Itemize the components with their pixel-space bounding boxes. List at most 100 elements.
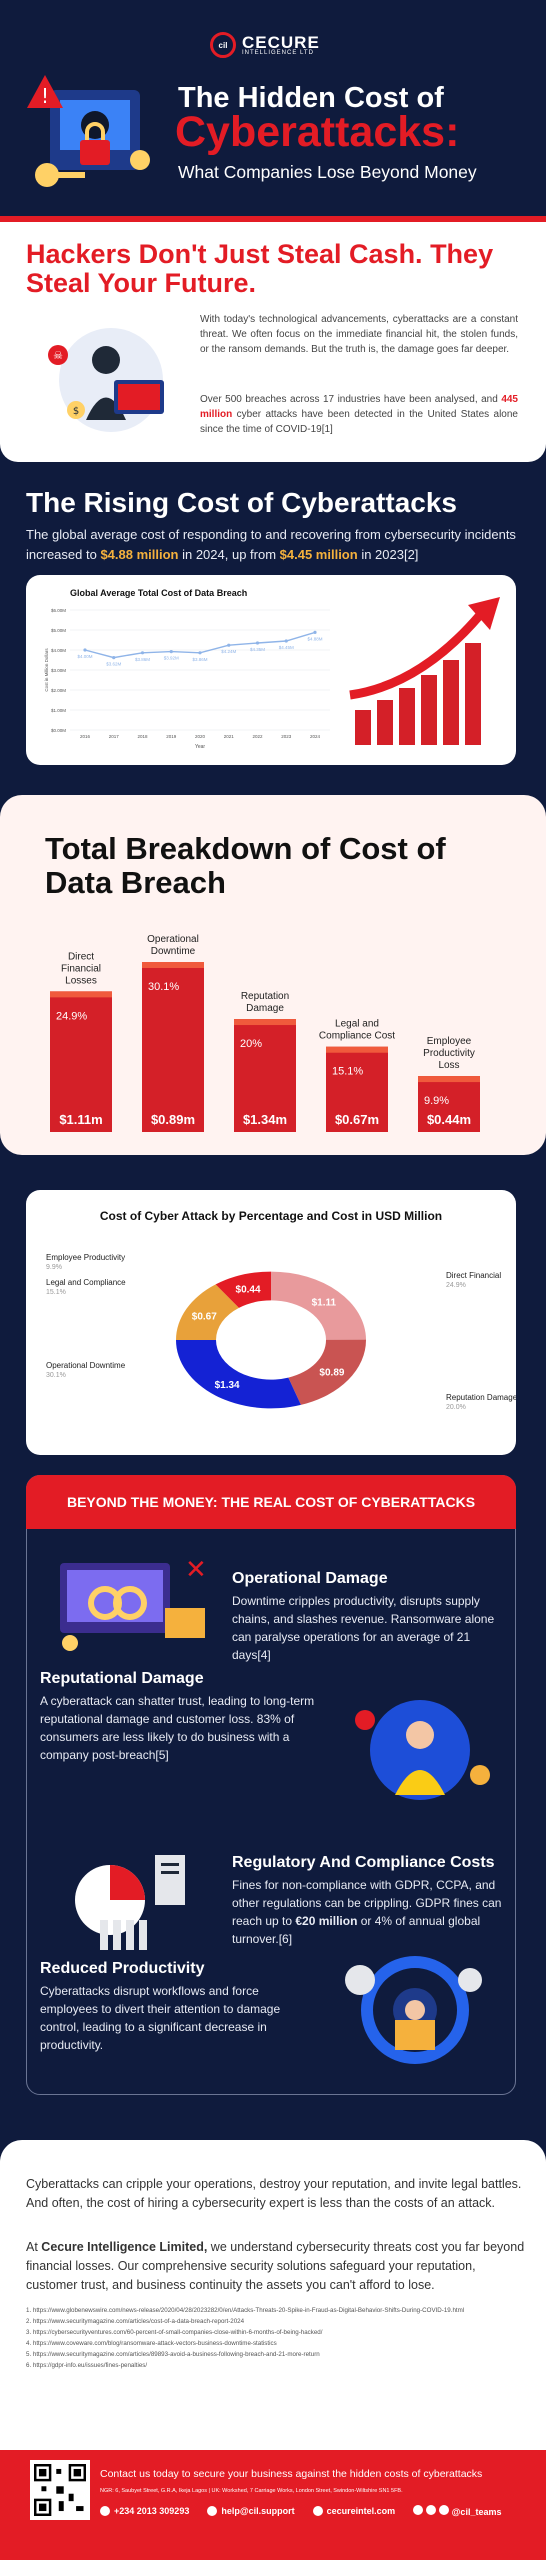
- reduced-productivity-text: Cyberattacks disrupt workflows and force…: [40, 1984, 281, 2052]
- x-tick-label: 2016: [80, 734, 91, 739]
- rising-arrow-illustration: [349, 597, 500, 745]
- phone-link[interactable]: +234 2013 309293: [100, 2506, 189, 2517]
- data-point: [140, 651, 145, 655]
- donut-slice: [288, 1339, 366, 1405]
- bar: [234, 1019, 296, 1132]
- beyond-banner: BEYOND THE MONEY: THE REAL COST OF CYBER…: [26, 1475, 516, 1529]
- category-label: Reputation: [241, 991, 289, 1002]
- category-label: Compliance Cost: [319, 1031, 395, 1042]
- x-tick-label: 2024: [310, 734, 321, 739]
- email-link[interactable]: help@cil.support: [207, 2506, 295, 2517]
- intro-paragraph-2: Over 500 breaches across 17 industries h…: [200, 394, 518, 435]
- x-tick-label: 2022: [252, 734, 263, 739]
- line-chart-title: Global Average Total Cost of Data Breach: [70, 588, 247, 598]
- data-label: $3.86M: [192, 657, 207, 662]
- bar-cap: [50, 991, 112, 998]
- broken-chain-illustration: ✕: [60, 1555, 207, 1651]
- intro-paragraph-1: With today's technological advancements,…: [200, 314, 518, 355]
- slice-percent-label: 20.0%: [446, 1404, 466, 1411]
- reputational-damage-title: Reputational Damage: [40, 1670, 204, 1687]
- reference-item[interactable]: 3. https://cybersecurityventures.com/60-…: [26, 2329, 323, 2336]
- donut-chart-card: [26, 1190, 516, 1455]
- hero-title-line2: Cyberattacks:: [175, 108, 460, 156]
- qr-code[interactable]: [30, 2460, 90, 2520]
- reference-item[interactable]: 6. https://gdpr-info.eu/issues/fines-pen…: [26, 2362, 148, 2369]
- regulatory-costs-title: Regulatory And Compliance Costs: [232, 1854, 495, 1871]
- data-label: $4.35M: [250, 647, 265, 652]
- hacker-laptop-illustration: ☠ $: [48, 328, 164, 432]
- bar-cap: [234, 1019, 296, 1026]
- social-link[interactable]: @cil_teams: [413, 2505, 501, 2517]
- y-tick-label: $1.00M: [51, 708, 66, 713]
- rising-heading: The Rising Cost of Cyberattacks: [26, 487, 457, 518]
- data-point: [83, 648, 87, 652]
- y-tick-label: $6.00M: [51, 608, 66, 613]
- slice-value-label: $0.67: [192, 1311, 217, 1322]
- data-label: $4.45M: [279, 645, 294, 650]
- reference-item[interactable]: 1. https://www.globenewswire.com/news-re…: [26, 2307, 465, 2314]
- svg-text:☠: ☠: [53, 349, 63, 362]
- category-label: Financial: [61, 963, 101, 974]
- fines-calendar-illustration: [75, 1855, 185, 1950]
- closing-paragraph-2: At Cecure Intelligence Limited, we under…: [26, 2240, 525, 2292]
- slice-name-label: Legal and Compliance: [46, 1278, 126, 1287]
- references-list: 1. https://www.globenewswire.com/news-re…: [26, 2305, 526, 2371]
- category-label: Legal and: [335, 1019, 379, 1030]
- reference-item[interactable]: 4. https://www.coveware.com/blog/ransomw…: [26, 2340, 277, 2347]
- category-label: Direct: [68, 951, 94, 962]
- slice-name-label: Employee Productivity: [46, 1253, 125, 1262]
- category-label: Productivity: [423, 1048, 475, 1059]
- reference-item[interactable]: 2. https://www.securitymagazine.com/arti…: [26, 2318, 245, 2325]
- donut-slice: [215, 1271, 271, 1308]
- slice-value-label: $1.11: [312, 1298, 337, 1309]
- hero-subtitle: What Companies Lose Beyond Money: [178, 162, 477, 182]
- data-label: $3.86M: [135, 657, 150, 662]
- x-axis-label: Year: [195, 744, 205, 750]
- hero-title-line1: The Hidden Cost of: [178, 82, 444, 114]
- svg-text:!: !: [41, 84, 49, 108]
- y-tick-label: $0.00M: [51, 728, 66, 733]
- data-label: $4.24M: [221, 649, 236, 654]
- social-icons: [413, 2505, 450, 2515]
- donut-slice: [271, 1271, 366, 1340]
- website-link[interactable]: cecureintel.com: [312, 2506, 395, 2517]
- breakdown-heading: Total Breakdown of Cost of Data Breach: [45, 831, 446, 900]
- bar-cap: [142, 962, 204, 968]
- globe-icon: [312, 2506, 323, 2517]
- slice-value-label: $0.44: [236, 1285, 261, 1296]
- logo-mark: cil: [210, 32, 236, 58]
- category-label: Employee: [427, 1036, 472, 1047]
- data-point: [112, 656, 116, 660]
- stressed-person-illustration: [355, 1700, 490, 1800]
- slice-name-label: Operational Downtime: [46, 1361, 126, 1370]
- brand-logo: cil CECURE INTELLIGENCE LTD: [210, 30, 340, 60]
- bar-value-label: $1.34m: [243, 1112, 287, 1127]
- donut-slice: [176, 1340, 301, 1409]
- footer-address: NGR: 6, Saubyet Street, G.R.A, Ikeja Lag…: [100, 2488, 403, 2494]
- footer: [0, 2450, 546, 2560]
- brand-name: CECURE: [242, 32, 320, 52]
- slice-percent-label: 30.1%: [46, 1372, 66, 1379]
- slice-value-label: $0.89: [319, 1367, 344, 1378]
- y-tick-label: $5.00M: [51, 628, 66, 633]
- gears-person-illustration: [345, 1956, 482, 2064]
- donut-title: Cost of Cyber Attack by Percentage and C…: [100, 1209, 442, 1223]
- bar-percent-label: 20%: [240, 1038, 262, 1050]
- data-point: [313, 630, 317, 634]
- bar: [418, 1076, 480, 1132]
- bar-cap: [326, 1046, 388, 1053]
- reference-item[interactable]: 5. https://www.securitymagazine.com/arti…: [26, 2351, 320, 2358]
- slice-name-label: Direct Financial: [446, 1271, 501, 1280]
- intro-heading: Hackers Don't Just Steal Cash. They Stea…: [26, 239, 494, 298]
- slice-percent-label: 9.9%: [46, 1264, 62, 1271]
- reputational-damage-text: A cyberattack can shatter trust, leading…: [40, 1694, 315, 1762]
- data-point: [169, 650, 173, 654]
- x-tick-label: 2023: [281, 734, 292, 739]
- data-point: [284, 639, 288, 643]
- bar: [142, 962, 204, 1132]
- x-tick-label: 2021: [224, 734, 235, 739]
- bar-percent-label: 15.1%: [332, 1066, 363, 1078]
- closing-paragraph-1: Cyberattacks can cripple your operations…: [26, 2177, 522, 2210]
- footer-contacts: +234 2013 309293 help@cil.support cecure…: [100, 2505, 530, 2517]
- slice-name-label: Reputation Damage: [446, 1393, 516, 1402]
